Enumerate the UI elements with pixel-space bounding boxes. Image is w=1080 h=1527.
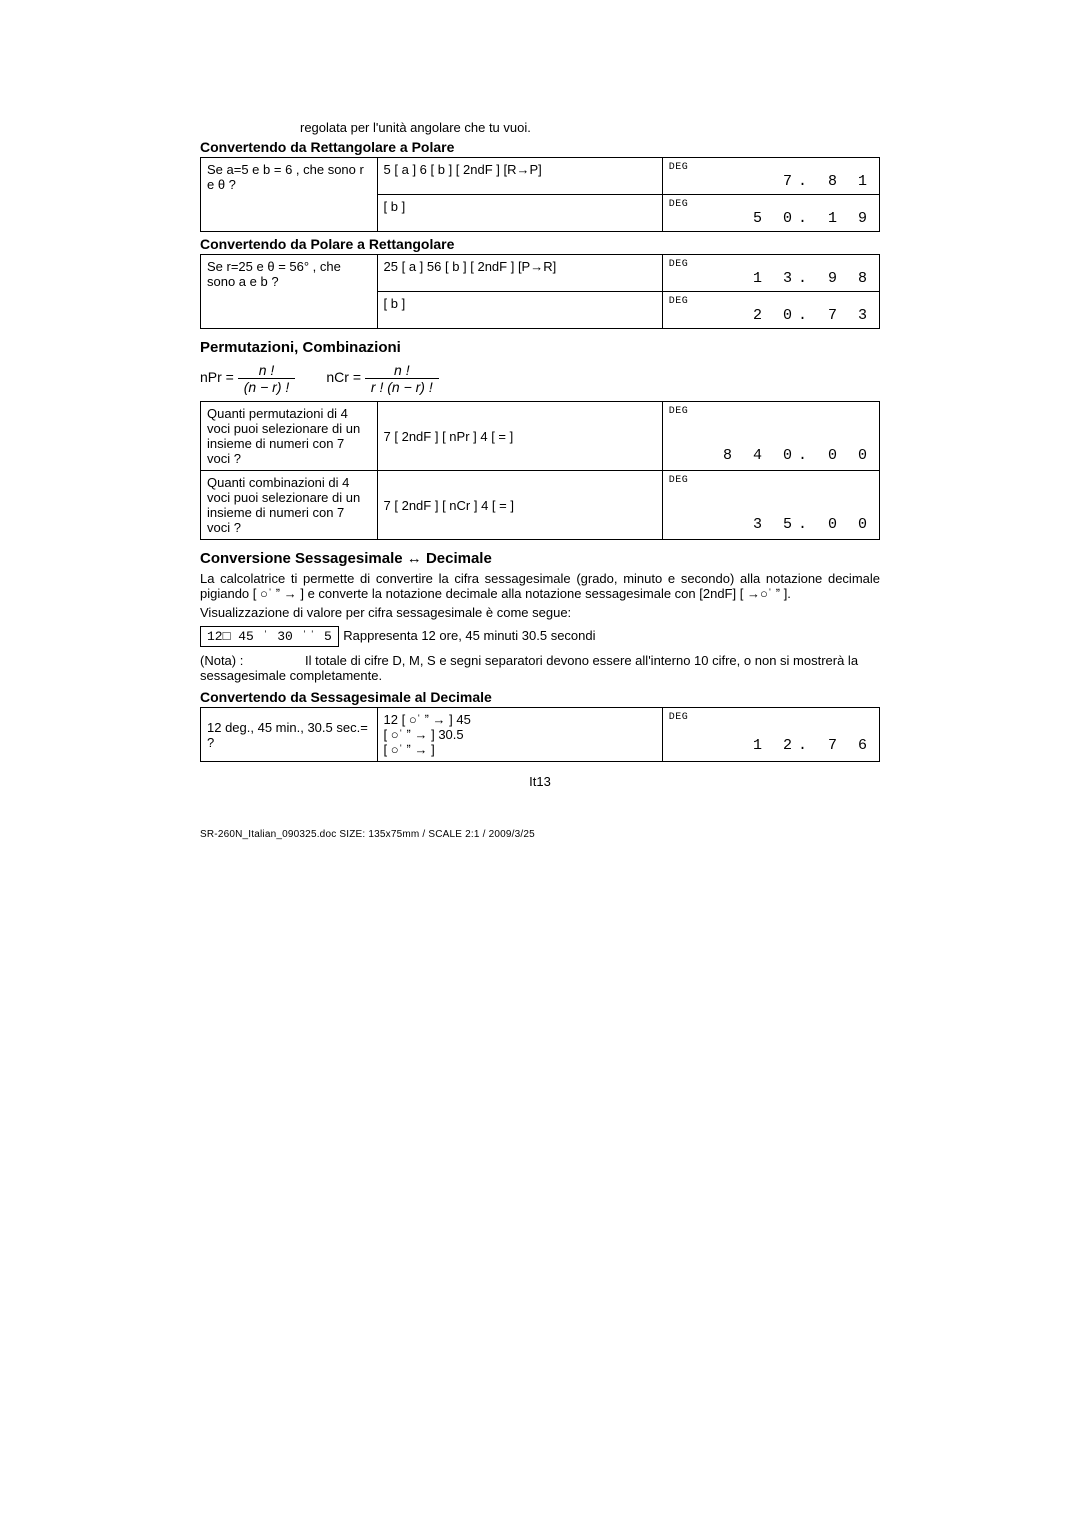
perm-q1: Quanti permutazioni di 4 voci puoi selez… (201, 402, 378, 471)
perm-q1-keys: 7 [ 2ndF ] [ nPr ] 4 [ = ] (377, 402, 662, 471)
intro-text: regolata per l'unità angolare che tu vuo… (300, 120, 880, 135)
deg-label: DEG (669, 475, 873, 486)
deg-value: 5 0. 1 9 (669, 210, 873, 227)
npr-lhs: nPr = (200, 369, 234, 385)
dms-desc: Rappresenta 12 ore, 45 minuti 30.5 secon… (343, 628, 595, 643)
sec1-r1-keys: 5 [ a ] 6 [ b ] [ 2ndF ] [R→P] (377, 158, 662, 195)
sec1-r1-disp: DEG 7. 8 1 (662, 158, 879, 195)
sex-p1: La calcolatrice ti permette di convertir… (200, 571, 880, 601)
deg-label: DEG (669, 406, 873, 417)
deg-value: 1 3. 9 8 (669, 270, 873, 287)
sex-sub-title: Convertendo da Sessagesimale al Decimale (200, 689, 880, 705)
deg-value: 3 5. 0 0 (669, 516, 873, 533)
doc-footer: SR-260N_Italian_090325.doc SIZE: 135x75m… (200, 829, 880, 840)
sex-keys-l1: 12 [ ○ˈ ˮ → ] 45 (384, 712, 656, 727)
deg-label: DEG (669, 296, 873, 307)
sex-title: Conversione Sessagesimale ↔ Decimale (200, 550, 880, 567)
sec1-label: Se a=5 e b = 6 , che sono r e θ ? (201, 158, 378, 232)
nota-body: Il totale di cifre D, M, S e segni separ… (200, 653, 858, 683)
sex-p2: Visualizzazione di valore per cifra sess… (200, 605, 880, 620)
perm-formula: nPr = n ! (n − r) ! nCr = n ! r ! (n − r… (200, 362, 880, 395)
sec2-r2-disp: DEG 2 0. 7 3 (662, 292, 879, 329)
sec1-title: Convertendo da Rettangolare a Polare (200, 139, 880, 155)
deg-label: DEG (669, 162, 873, 173)
dms-box: 12□ 45 ˈ 30 ˈˈ 5 (200, 626, 339, 647)
deg-value: 8 4 0. 0 0 (669, 447, 873, 464)
sec2-table: Se r=25 e θ = 56° , che sono a e b ? 25 … (200, 254, 880, 329)
sex-p1b: ] e converte la notazione decimale alla … (297, 586, 747, 601)
deg-label: DEG (669, 199, 873, 210)
perm-table: Quanti permutazioni di 4 voci puoi selez… (200, 401, 880, 540)
nota: (Nota) : Il totale di cifre D, M, S e se… (200, 653, 880, 683)
ncr-num: n ! (365, 362, 439, 379)
dms-row: 12□ 45 ˈ 30 ˈˈ 5 Rappresenta 12 ore, 45 … (200, 624, 880, 649)
dms-key-icon: ○ˈ ˮ → (260, 586, 297, 601)
npr-num: n ! (238, 362, 296, 379)
dms-key-rev-icon: →○ˈ ˮ (747, 586, 780, 601)
npr-den: (n − r) ! (238, 379, 296, 395)
sex-row-label: 12 deg., 45 min., 30.5 sec.= ? (201, 708, 378, 762)
sex-keys-l3: [ ○ˈ ˮ → ] (384, 742, 656, 757)
sex-keys-l2: [ ○ˈ ˮ → ] 30.5 (384, 727, 656, 742)
perm-q1-disp: DEG 8 4 0. 0 0 (662, 402, 879, 471)
perm-title: Permutazioni, Combinazioni (200, 339, 880, 356)
sex-disp: DEG 1 2. 7 6 (662, 708, 879, 762)
sec2-title: Convertendo da Polare a Rettangolare (200, 236, 880, 252)
sec1-r2-disp: DEG 5 0. 1 9 (662, 195, 879, 232)
sec2-label: Se r=25 e θ = 56° , che sono a e b ? (201, 255, 378, 329)
ncr-den: r ! (n − r) ! (365, 379, 439, 395)
perm-q2-keys: 7 [ 2ndF ] [ nCr ] 4 [ = ] (377, 471, 662, 540)
sec2-r1-disp: DEG 1 3. 9 8 (662, 255, 879, 292)
sex-p1c: ]. (780, 586, 791, 601)
perm-q2: Quanti combinazioni di 4 voci puoi selez… (201, 471, 378, 540)
ncr-lhs: nCr = (326, 369, 361, 385)
sex-table: 12 deg., 45 min., 30.5 sec.= ? 12 [ ○ˈ ˮ… (200, 707, 880, 762)
sec1-table: Se a=5 e b = 6 , che sono r e θ ? 5 [ a … (200, 157, 880, 232)
sec2-r1-keys: 25 [ a ] 56 [ b ] [ 2ndF ] [P→R] (377, 255, 662, 292)
page-number: It13 (200, 774, 880, 789)
deg-value: 1 2. 7 6 (669, 737, 873, 754)
deg-value: 2 0. 7 3 (669, 307, 873, 324)
sex-keys: 12 [ ○ˈ ˮ → ] 45 [ ○ˈ ˮ → ] 30.5 [ ○ˈ ˮ … (377, 708, 662, 762)
nota-label: (Nota) : (200, 653, 243, 668)
sec1-r2-keys: [ b ] (377, 195, 662, 232)
deg-label: DEG (669, 259, 873, 270)
deg-value: 7. 8 1 (669, 173, 873, 190)
sec2-r2-keys: [ b ] (377, 292, 662, 329)
deg-label: DEG (669, 712, 873, 723)
perm-q2-disp: DEG 3 5. 0 0 (662, 471, 879, 540)
